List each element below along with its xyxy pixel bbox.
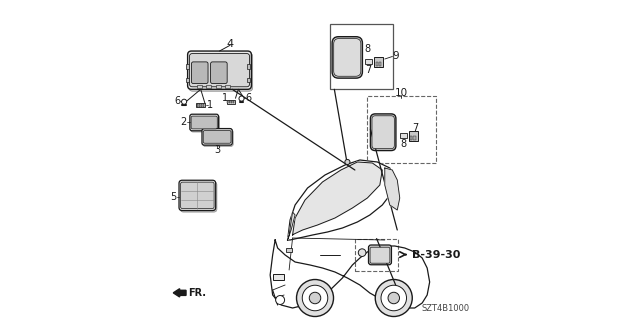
Circle shape (345, 160, 350, 165)
FancyBboxPatch shape (203, 130, 233, 146)
Bar (231, 101, 232, 103)
Bar (413, 136, 416, 140)
FancyBboxPatch shape (371, 114, 396, 151)
FancyBboxPatch shape (180, 182, 217, 212)
Bar (186, 64, 189, 69)
FancyBboxPatch shape (189, 53, 253, 91)
FancyBboxPatch shape (189, 54, 250, 87)
Polygon shape (287, 212, 295, 240)
FancyArrow shape (173, 289, 186, 297)
Text: 6: 6 (246, 93, 252, 103)
Bar (286, 248, 292, 252)
Bar (367, 96, 436, 163)
Bar (330, 24, 394, 89)
Polygon shape (292, 162, 382, 235)
Circle shape (358, 249, 366, 256)
Bar (247, 78, 250, 82)
FancyBboxPatch shape (333, 39, 361, 76)
FancyBboxPatch shape (369, 245, 392, 265)
Bar (227, 101, 228, 103)
Circle shape (239, 96, 244, 101)
Bar (186, 78, 189, 82)
Bar (201, 104, 202, 107)
Text: 8: 8 (365, 44, 371, 55)
Bar (197, 104, 198, 107)
FancyBboxPatch shape (211, 62, 227, 84)
FancyBboxPatch shape (180, 182, 214, 209)
Bar (379, 62, 381, 66)
Bar (401, 133, 408, 138)
Bar (203, 104, 204, 107)
Circle shape (276, 295, 285, 304)
FancyBboxPatch shape (191, 62, 208, 84)
Circle shape (381, 285, 406, 311)
Bar (206, 85, 211, 88)
Bar (355, 239, 398, 271)
Text: 3: 3 (214, 145, 220, 155)
Text: 5: 5 (170, 192, 177, 202)
Circle shape (302, 285, 328, 311)
Bar (199, 104, 200, 107)
Bar (227, 100, 236, 104)
FancyBboxPatch shape (204, 130, 231, 143)
Circle shape (296, 279, 333, 316)
Text: 1: 1 (207, 100, 213, 110)
Text: 7: 7 (413, 122, 419, 133)
Text: 6: 6 (174, 96, 180, 107)
Bar (374, 57, 383, 67)
FancyBboxPatch shape (191, 116, 218, 129)
Polygon shape (385, 168, 400, 210)
Text: 4: 4 (227, 39, 234, 49)
Text: 10: 10 (395, 87, 408, 98)
Circle shape (309, 292, 321, 304)
Bar (409, 131, 419, 141)
FancyBboxPatch shape (191, 115, 220, 132)
FancyBboxPatch shape (202, 129, 232, 145)
Circle shape (182, 99, 187, 104)
FancyBboxPatch shape (332, 37, 362, 78)
Text: FR.: FR. (188, 288, 206, 298)
FancyBboxPatch shape (372, 116, 394, 149)
Text: 9: 9 (392, 51, 399, 62)
Bar (216, 85, 221, 88)
Bar (233, 101, 234, 103)
Text: 1: 1 (222, 93, 228, 103)
FancyBboxPatch shape (188, 51, 252, 89)
Text: 7: 7 (365, 64, 371, 75)
Text: SZT4B1000: SZT4B1000 (422, 304, 470, 313)
FancyBboxPatch shape (190, 114, 218, 131)
Bar (273, 274, 284, 280)
Polygon shape (270, 240, 429, 308)
Text: 8: 8 (400, 139, 406, 149)
Bar (376, 62, 378, 66)
Text: B-39-30: B-39-30 (412, 249, 460, 260)
Bar (225, 85, 230, 88)
Bar (410, 136, 412, 140)
Bar (229, 101, 230, 103)
Circle shape (375, 279, 412, 316)
Bar (247, 64, 250, 69)
Text: 2: 2 (180, 117, 187, 128)
FancyBboxPatch shape (179, 180, 216, 211)
Circle shape (388, 292, 399, 304)
Bar (196, 103, 205, 107)
Bar (196, 85, 202, 88)
Bar (365, 59, 372, 64)
Polygon shape (287, 160, 395, 240)
FancyBboxPatch shape (370, 247, 390, 263)
